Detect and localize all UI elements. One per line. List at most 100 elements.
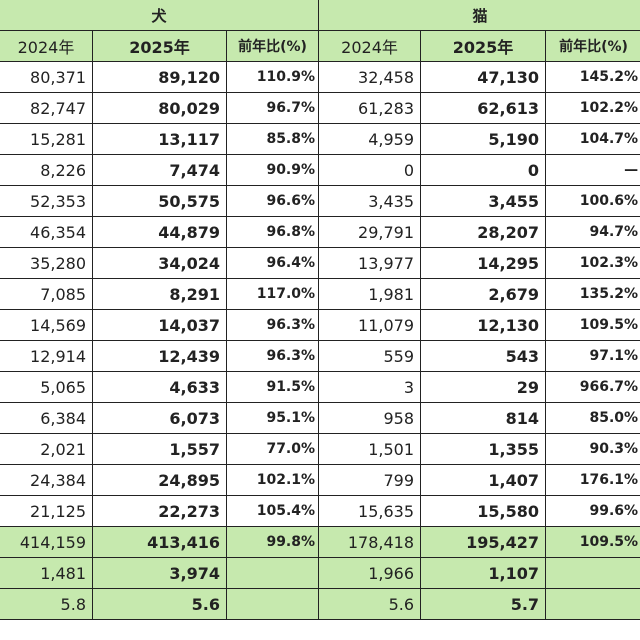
cell-cat-2025: 543 xyxy=(420,340,547,372)
cell-dog-yoy: 96.3% xyxy=(225,309,320,341)
table-row: 15,281 13,117 85.8% 4,959 5,190 104.7% xyxy=(0,123,640,155)
table-row: 5,065 4,633 91.5% 3 29 966.7% xyxy=(0,371,640,403)
cell-cat-2025: 195,427 xyxy=(420,526,547,558)
cell-cat-2024: 29,791 xyxy=(318,216,422,248)
cell-dog-2024: 7,085 xyxy=(0,278,93,310)
table-row: 14,569 14,037 96.3% 11,079 12,130 109.5% xyxy=(0,309,640,341)
table-row: 6,384 6,073 95.1% 958 814 85.0% xyxy=(0,402,640,434)
cell-dog-yoy xyxy=(225,557,320,589)
cell-dog-yoy: 96.7% xyxy=(225,92,320,124)
cell-dog-2024: 82,747 xyxy=(0,92,93,124)
summary-row: 1,481 3,974 1,966 1,107 xyxy=(0,557,640,589)
cell-dog-2024: 2,021 xyxy=(0,433,93,465)
cell-cat-2025: 14,295 xyxy=(420,247,547,279)
cell-dog-yoy: 85.8% xyxy=(225,123,320,155)
cell-dog-yoy: 105.4% xyxy=(225,495,320,527)
cell-dog-yoy: 96.6% xyxy=(225,185,320,217)
cell-dog-yoy: 77.0% xyxy=(225,433,320,465)
table-row: 80,371 89,120 110.9% 32,458 47,130 145.2% xyxy=(0,61,640,93)
cell-cat-yoy: 135.2% xyxy=(545,278,640,310)
cell-cat-2025: 29 xyxy=(420,371,547,403)
cell-cat-2024: 799 xyxy=(318,464,422,496)
table-row: 24,384 24,895 102.1% 799 1,407 176.1% xyxy=(0,464,640,496)
cell-dog-yoy xyxy=(225,588,320,620)
cell-cat-2024: 15,635 xyxy=(318,495,422,527)
cell-dog-yoy: 102.1% xyxy=(225,464,320,496)
table-row: 21,125 22,273 105.4% 15,635 15,580 99.6% xyxy=(0,495,640,527)
cell-dog-2024: 80,371 xyxy=(0,61,93,93)
cell-cat-yoy: 176.1% xyxy=(545,464,640,496)
cell-dog-yoy: 95.1% xyxy=(225,402,320,434)
cell-cat-2025: 5,190 xyxy=(420,123,547,155)
cell-cat-2025: 2,679 xyxy=(420,278,547,310)
cell-cat-2024: 5.6 xyxy=(318,588,422,620)
cell-cat-yoy: 100.6% xyxy=(545,185,640,217)
cell-dog-2025: 4,633 xyxy=(92,371,227,403)
cell-cat-2024: 559 xyxy=(318,340,422,372)
cell-dog-2024: 15,281 xyxy=(0,123,93,155)
cell-dog-2025: 1,557 xyxy=(92,433,227,465)
table-row: 82,747 80,029 96.7% 61,283 62,613 102.2% xyxy=(0,92,640,124)
cell-dog-2024: 5,065 xyxy=(0,371,93,403)
cell-dog-2024: 14,569 xyxy=(0,309,93,341)
cell-dog-2025: 6,073 xyxy=(92,402,227,434)
col-header-dog-yoy: 前年比(%) xyxy=(225,30,320,62)
cell-cat-yoy: 90.3% xyxy=(545,433,640,465)
group-header-row: 犬 猫 xyxy=(0,0,640,31)
cell-cat-yoy: 94.7% xyxy=(545,216,640,248)
cell-dog-2024: 12,914 xyxy=(0,340,93,372)
cell-cat-2024: 1,966 xyxy=(318,557,422,589)
cell-dog-2024: 52,353 xyxy=(0,185,93,217)
table-row: 7,085 8,291 117.0% 1,981 2,679 135.2% xyxy=(0,278,640,310)
cell-dog-2024: 21,125 xyxy=(0,495,93,527)
cell-dog-2024: 24,384 xyxy=(0,464,93,496)
cell-cat-2024: 178,418 xyxy=(318,526,422,558)
cell-dog-yoy: 90.9% xyxy=(225,154,320,186)
table-row: 8,226 7,474 90.9% 0 0— xyxy=(0,154,640,186)
cell-dog-2025: 80,029 xyxy=(92,92,227,124)
cell-dog-2025: 5.6 xyxy=(92,588,227,620)
cell-cat-2024: 3 xyxy=(318,371,422,403)
cell-cat-2024: 11,079 xyxy=(318,309,422,341)
cell-cat-2024: 1,501 xyxy=(318,433,422,465)
cell-cat-yoy: 102.3% xyxy=(545,247,640,279)
cell-cat-2024: 3,435 xyxy=(318,185,422,217)
summary-row: 414,159 413,416 99.8% 178,418 195,427 109.5% xyxy=(0,526,640,558)
cell-cat-yoy xyxy=(545,588,640,620)
cell-cat-2025: 3,455 xyxy=(420,185,547,217)
cell-dog-2025: 89,120 xyxy=(92,61,227,93)
col-header-dog-2025: 2025年 xyxy=(92,30,227,62)
cell-dog-2024: 46,354 xyxy=(0,216,93,248)
cell-dog-2025: 3,974 xyxy=(92,557,227,589)
cell-dog-yoy: 96.4% xyxy=(225,247,320,279)
cell-cat-2025: 1,407 xyxy=(420,464,547,496)
cell-cat-yoy: 104.7% xyxy=(545,123,640,155)
cell-dog-2024: 414,159 xyxy=(0,526,93,558)
cell-dog-yoy: 117.0% xyxy=(225,278,320,310)
cell-dog-2024: 8,226 xyxy=(0,154,93,186)
group-header-cat: 猫 xyxy=(318,0,640,31)
cell-cat-yoy: 85.0% xyxy=(545,402,640,434)
statistics-table: 犬 猫 2024年 2025年 前年比(%) 2024年 2025年 前年比(%… xyxy=(0,0,640,620)
cell-dog-2024: 6,384 xyxy=(0,402,93,434)
cell-cat-yoy: 97.1% xyxy=(545,340,640,372)
cell-cat-2025: 62,613 xyxy=(420,92,547,124)
cell-cat-2024: 32,458 xyxy=(318,61,422,93)
cell-dog-2025: 7,474 xyxy=(92,154,227,186)
table-row: 46,354 44,879 96.8% 29,791 28,207 94.7% xyxy=(0,216,640,248)
cell-cat-2025: 814 xyxy=(420,402,547,434)
cell-dog-yoy: 99.8% xyxy=(225,526,320,558)
col-header-cat-2025: 2025年 xyxy=(420,30,547,62)
cell-cat-2025: 1,107 xyxy=(420,557,547,589)
cell-dog-2024: 5.8 xyxy=(0,588,93,620)
cell-dog-2025: 13,117 xyxy=(92,123,227,155)
cell-cat-2025: 12,130 xyxy=(420,309,547,341)
cell-dog-2025: 44,879 xyxy=(92,216,227,248)
group-header-dog: 犬 xyxy=(0,0,320,31)
cell-cat-yoy: 966.7% xyxy=(545,371,640,403)
cell-cat-2025: 15,580 xyxy=(420,495,547,527)
cell-dog-2025: 24,895 xyxy=(92,464,227,496)
cell-cat-2024: 4,959 xyxy=(318,123,422,155)
table-row: 35,280 34,024 96.4% 13,977 14,295 102.3% xyxy=(0,247,640,279)
cell-dog-yoy: 96.8% xyxy=(225,216,320,248)
